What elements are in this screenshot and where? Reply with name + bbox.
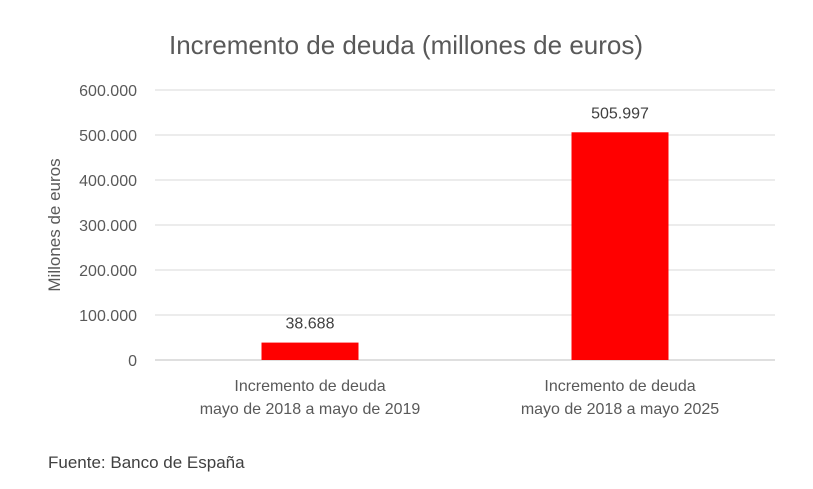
y-axis-label: Millones de euros bbox=[45, 158, 64, 291]
y-tick-label: 400.000 bbox=[79, 173, 137, 190]
y-tick-label: 100.000 bbox=[79, 308, 137, 325]
bar bbox=[261, 342, 359, 360]
chart-title: Incremento de deuda (millones de euros) bbox=[169, 30, 643, 60]
x-tick-label: Incremento de deuda bbox=[544, 378, 695, 395]
y-tick-label: 500.000 bbox=[79, 128, 137, 145]
source-note: Fuente: Banco de España bbox=[48, 453, 245, 472]
y-tick-label: 600.000 bbox=[79, 83, 137, 100]
x-tick-label: Incremento de deuda bbox=[234, 378, 385, 395]
y-tick-label: 300.000 bbox=[79, 218, 137, 235]
data-label: 505.997 bbox=[591, 105, 649, 122]
x-tick-label: mayo de 2018 a mayo 2025 bbox=[521, 401, 719, 418]
bar bbox=[571, 132, 669, 360]
y-tick-label: 0 bbox=[128, 353, 137, 370]
y-tick-label: 200.000 bbox=[79, 263, 137, 280]
data-label: 38.688 bbox=[286, 316, 335, 333]
x-tick-label: mayo de 2018 a mayo de 2019 bbox=[200, 401, 421, 418]
